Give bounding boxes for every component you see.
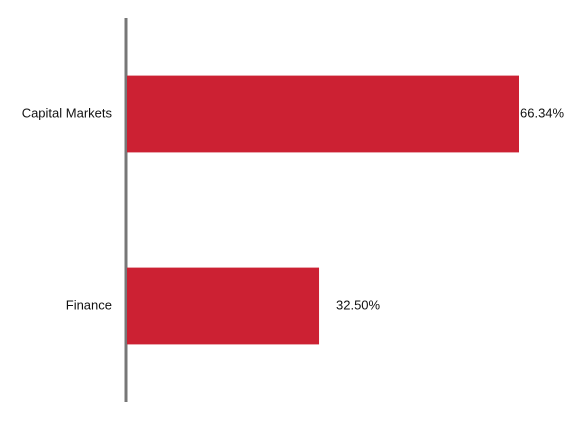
- bar: [127, 75, 519, 153]
- bar: [127, 267, 320, 345]
- y-tick-label: Capital Markets: [22, 105, 113, 120]
- value-label: 66.34%: [520, 105, 565, 120]
- value-label: 32.50%: [336, 297, 381, 312]
- y-tick-label: Finance: [66, 297, 112, 312]
